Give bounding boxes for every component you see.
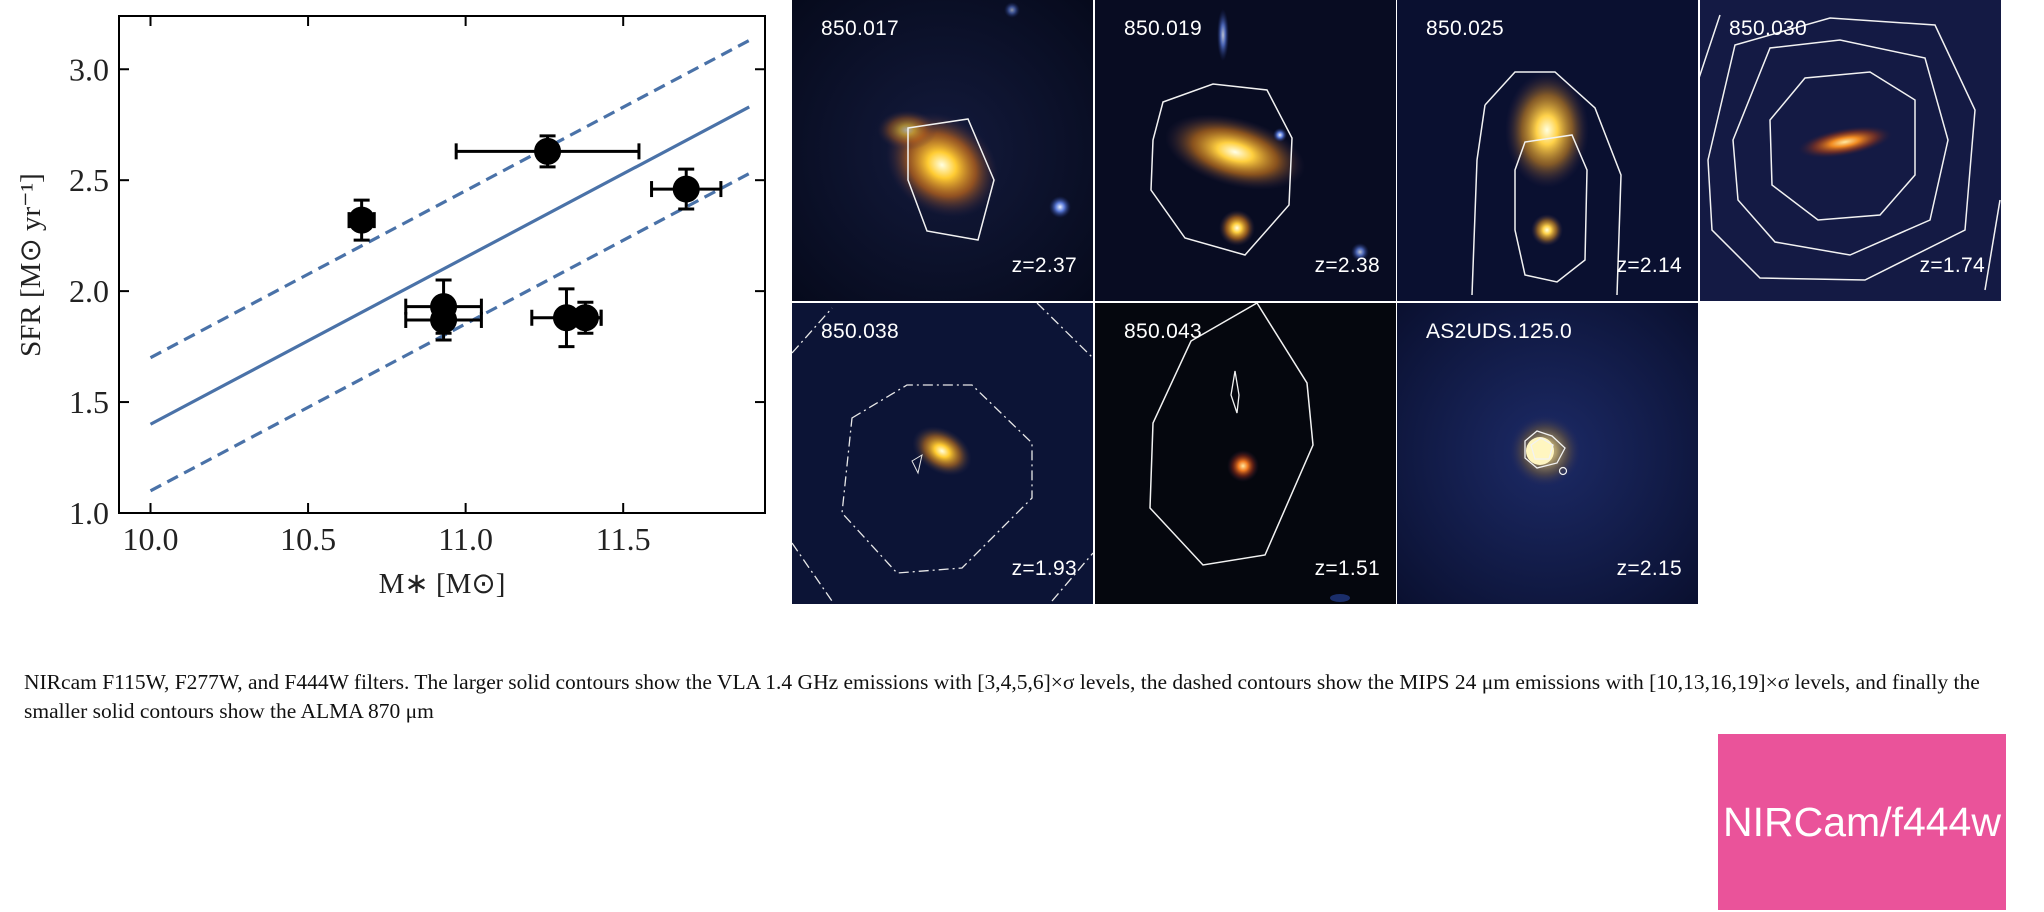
x-axis-label: M∗ [M⊙] xyxy=(379,568,506,600)
stamp-850-038: 850.038 z=1.93 xyxy=(792,303,1093,604)
stamp-redshift: z=2.37 xyxy=(1011,254,1077,277)
data-point xyxy=(347,198,376,242)
stamp-redshift: z=1.93 xyxy=(1011,557,1077,580)
stamp-850-043: 850.043 z=1.51 xyxy=(1095,303,1396,604)
y-tick-label: 2.5 xyxy=(69,162,109,198)
y-tick-label: 2.0 xyxy=(69,273,109,309)
galaxy-image xyxy=(1397,0,1698,301)
axis-ticks: 10.0 10.5 11.0 11.5 1.0 1.5 2.0 2.5 3.0 xyxy=(69,16,765,557)
data-point xyxy=(568,300,603,335)
data-marker xyxy=(672,175,700,203)
x-tick-label: 10.0 xyxy=(123,521,179,557)
data-point xyxy=(530,287,603,349)
galaxy-image xyxy=(792,0,1093,301)
data-marker xyxy=(571,304,599,332)
stamp-redshift: z=2.15 xyxy=(1616,557,1682,580)
galaxy-image xyxy=(792,303,1093,604)
data-point xyxy=(454,134,641,169)
y-tick-label: 1.5 xyxy=(69,384,109,420)
y-axis-label: SFR [M⊙ yr⁻¹] xyxy=(15,173,47,357)
x-tick-label: 11.5 xyxy=(596,521,651,557)
filter-badge-label: NIRCam/f444w xyxy=(1723,798,2001,845)
data-point xyxy=(650,167,723,211)
stamp-as2uds-125-0: AS2UDS.125.0 z=2.15 xyxy=(1397,303,1698,604)
x-tick-label: 10.5 xyxy=(280,521,336,557)
stamp-name: 850.019 xyxy=(1124,17,1203,40)
stamp-name: 850.038 xyxy=(821,320,900,343)
sfr-mass-chart: 10.0 10.5 11.0 11.51.01.52.02.53.0 M∗ [M⊙] … xyxy=(15,15,766,600)
galaxy-image xyxy=(1095,303,1396,604)
image-stamp-grid: 850.017 z=2.37 850.019 z=2.38 xyxy=(792,0,2003,604)
galaxy-image xyxy=(1700,0,2001,301)
data-marker xyxy=(348,206,376,234)
stamp-redshift: z=2.38 xyxy=(1314,254,1380,277)
data-marker xyxy=(552,304,580,332)
data-marker xyxy=(430,306,458,334)
stamp-850-025: 850.025 z=2.14 xyxy=(1397,0,1698,301)
plot-frame xyxy=(118,15,766,514)
stamp-name: 850.043 xyxy=(1124,320,1203,343)
figure-caption: NIRcam F115W, F277W, and F444W filters. … xyxy=(24,670,1980,723)
stamp-name: AS2UDS.125.0 xyxy=(1426,320,1573,343)
galaxy-image xyxy=(1397,303,1698,604)
relation-lines xyxy=(149,38,750,493)
data-point xyxy=(404,298,483,342)
x-tick-label: 11.0 xyxy=(438,521,493,557)
stamp-name: 850.030 xyxy=(1729,17,1808,40)
filter-badge: NIRCam/f444w xyxy=(1718,734,2006,910)
stamp-850-030: 850.030 z=1.74 xyxy=(1700,0,2001,301)
data-marker xyxy=(534,137,562,165)
stamp-name: 850.025 xyxy=(1426,17,1505,40)
stamp-redshift: z=1.51 xyxy=(1314,557,1380,580)
stamp-850-017: 850.017 z=2.37 xyxy=(792,0,1093,301)
stamp-redshift: z=2.14 xyxy=(1616,254,1682,277)
y-tick-label: 1.0 xyxy=(69,495,109,531)
main-relation-line xyxy=(149,105,750,426)
stamp-name: 850.017 xyxy=(821,17,900,40)
data-points xyxy=(347,134,723,349)
stamp-redshift: z=1.74 xyxy=(1919,254,1985,277)
y-tick-label: 3.0 xyxy=(69,51,109,87)
galaxy-image xyxy=(1095,0,1396,301)
stamp-850-019: 850.019 z=2.38 xyxy=(1095,0,1396,301)
